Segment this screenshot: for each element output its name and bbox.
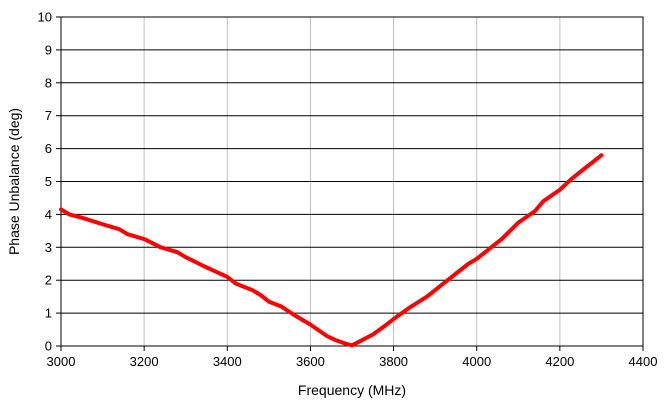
y-tick-label: 3: [45, 240, 52, 255]
x-tick-label: 4000: [462, 354, 491, 369]
gridlines: [61, 17, 643, 346]
x-axis-title: Frequency (MHz): [298, 382, 406, 398]
y-tick-label: 9: [45, 42, 52, 57]
y-tick-label: 6: [45, 141, 52, 156]
y-tick-label: 10: [38, 10, 52, 25]
x-tick-label: 4400: [629, 354, 658, 369]
y-tick-label: 7: [45, 108, 52, 123]
y-tick-label: 5: [45, 174, 52, 189]
x-axis-ticks: 3000 3200 3400 3600 3800 4000 4200 4400: [47, 346, 658, 369]
y-tick-label: 2: [45, 273, 52, 288]
y-axis-title: Phase Unbalance (deg): [6, 108, 22, 255]
y-tick-label: 0: [45, 339, 52, 354]
series-layer: [59, 153, 604, 348]
x-tick-label: 3200: [130, 354, 159, 369]
y-axis-ticks: 0 1 2 3 4 5 6 7 8 9 10: [38, 10, 61, 354]
y-tick-label: 1: [45, 306, 52, 321]
y-tick-label: 8: [45, 75, 52, 90]
x-tick-label: 4200: [545, 354, 574, 369]
x-tick-label: 3800: [379, 354, 408, 369]
series-line: [59, 153, 604, 348]
x-tick-label: 3600: [296, 354, 325, 369]
x-tick-label: 3000: [47, 354, 76, 369]
x-tick-label: 3400: [213, 354, 242, 369]
y-tick-label: 4: [45, 207, 52, 222]
